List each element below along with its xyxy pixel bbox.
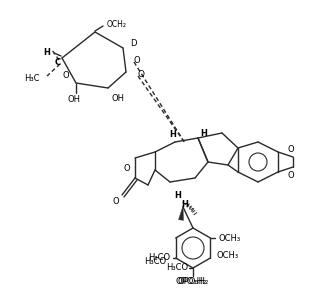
Text: OH: OH [68, 94, 80, 104]
Text: OCH₃: OCH₃ [218, 234, 241, 242]
Text: O: O [288, 144, 295, 154]
Text: O: O [124, 163, 130, 173]
Text: C: C [55, 57, 61, 67]
Text: OPO₃H₂: OPO₃H₂ [177, 278, 208, 287]
Text: H₃C: H₃C [24, 73, 40, 83]
Text: D: D [130, 38, 137, 47]
Text: OCH₃: OCH₃ [217, 252, 239, 260]
Text: O: O [134, 56, 141, 65]
Text: OPO₃H₂: OPO₃H₂ [176, 278, 207, 287]
Text: O: O [288, 170, 295, 179]
Text: H₃CO: H₃CO [166, 263, 188, 273]
Text: O: O [138, 70, 145, 78]
Text: H: H [170, 130, 176, 139]
Text: O: O [113, 197, 119, 205]
Text: H: H [201, 128, 208, 138]
Text: H₃CO: H₃CO [149, 253, 171, 263]
Text: OCH₂: OCH₂ [107, 20, 127, 28]
Text: OH: OH [112, 94, 125, 102]
Text: H: H [181, 200, 188, 208]
Polygon shape [179, 206, 183, 220]
Text: H: H [175, 191, 181, 200]
Text: H₃CO: H₃CO [144, 258, 166, 266]
Text: H: H [43, 47, 50, 57]
Text: O: O [63, 70, 69, 80]
